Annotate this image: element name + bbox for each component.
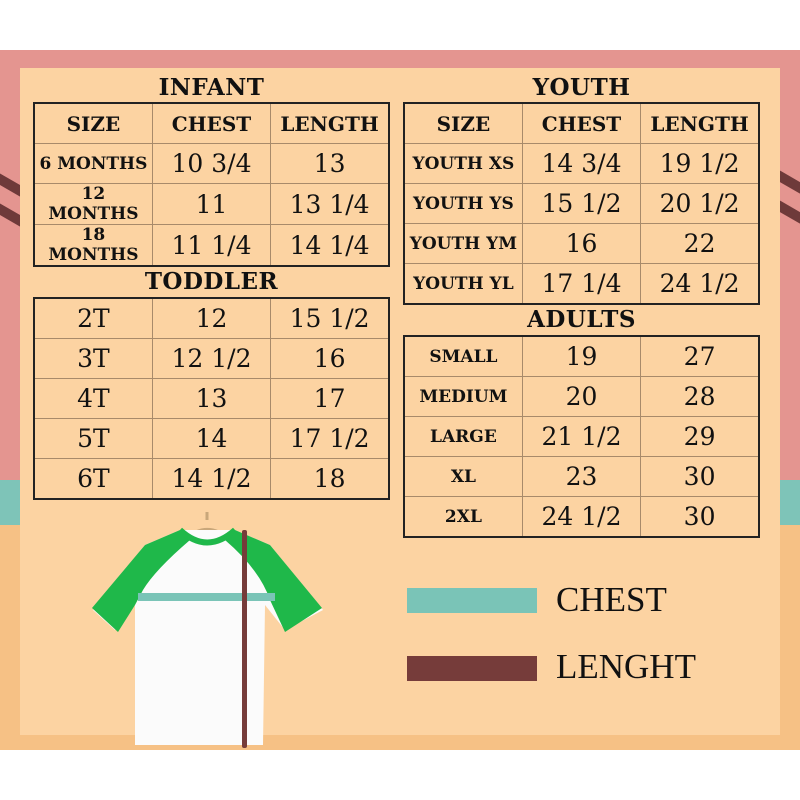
column-header: CHEST: [151, 102, 272, 144]
length-cell: 22: [640, 223, 760, 264]
table-row: 2XL 24 1/2 30: [403, 496, 760, 538]
infant-table: SIZE CHEST LENGTH 6 MONTHS 10 3/4 13 12 MONTHS…: [33, 102, 390, 267]
table-row: MEDIUM 20 28: [403, 376, 760, 417]
youth-table: SIZE CHEST LENGTH YOUTH XS 14 3/4 19 1/2 YOUTH…: [403, 102, 760, 305]
table-row: SMALL 19 27: [403, 335, 760, 377]
length-cell: 16: [270, 338, 390, 379]
size-cell: YOUTH XS: [403, 143, 523, 184]
table-row: YOUTH XS 14 3/4 19 1/2: [403, 143, 760, 184]
chest-cell: 14 3/4: [521, 143, 642, 184]
length-cell: 24 1/2: [640, 263, 760, 305]
length-cell: 30: [640, 456, 760, 497]
toddler-table: 2T 12 15 1/2 3T 12 1/2 16 4T 13 17 5T 14 17 1/2 6T 14…: [33, 297, 390, 500]
table-row: 6T 14 1/2 18: [33, 458, 390, 500]
size-cell: 5T: [33, 418, 153, 459]
size-cell: 2T: [33, 297, 153, 339]
size-cell: 18 MONTHS: [33, 224, 153, 267]
length-cell: 27: [640, 335, 760, 377]
chest-cell: 20: [521, 376, 642, 417]
chest-cell: 21 1/2: [521, 416, 642, 457]
column-header: SIZE: [33, 102, 153, 144]
size-cell: XL: [403, 456, 523, 497]
table-row: 6 MONTHS 10 3/4 13: [33, 143, 390, 184]
size-cell: 6 MONTHS: [33, 143, 153, 184]
table-row: 3T 12 1/2 16: [33, 338, 390, 379]
size-cell: 4T: [33, 378, 153, 419]
length-cell: 13: [270, 143, 390, 184]
chest-legend-swatch: [407, 588, 537, 613]
table-row: 5T 14 17 1/2: [33, 418, 390, 459]
table-row: LARGE 21 1/2 29: [403, 416, 760, 457]
length-cell: 29: [640, 416, 760, 457]
chest-measure-line: [138, 593, 275, 601]
size-cell: SMALL: [403, 335, 523, 377]
length-cell: 20 1/2: [640, 183, 760, 224]
chest-cell: 15 1/2: [521, 183, 642, 224]
toddler-title: TODDLER: [144, 268, 279, 295]
size-cell: 3T: [33, 338, 153, 379]
column-header: LENGTH: [640, 102, 760, 144]
chest-cell: 11 1/4: [151, 224, 272, 267]
chest-cell: 24 1/2: [521, 496, 642, 538]
length-cell: 15 1/2: [270, 297, 390, 339]
table-row: XL 23 30: [403, 456, 760, 497]
table-row: YOUTH YS 15 1/2 20 1/2: [403, 183, 760, 224]
table-row: 2T 12 15 1/2: [33, 297, 390, 339]
chest-cell: 13: [151, 378, 272, 419]
chest-cell: 12: [151, 297, 272, 339]
table-row: 12 MONTHS 11 13 1/4: [33, 183, 390, 225]
chest-cell: 12 1/2: [151, 338, 272, 379]
chest-cell: 16: [521, 223, 642, 264]
adults-table: SMALL 19 27 MEDIUM 20 28 LARGE 21 1/2 29 XL 23 30 2X…: [403, 335, 760, 538]
table-row: 18 MONTHS 11 1/4 14 1/4: [33, 224, 390, 267]
length-cell: 30: [640, 496, 760, 538]
adults-title: ADULTS: [527, 306, 636, 333]
length-legend-label: LENGHT: [556, 647, 696, 686]
length-legend-swatch: [407, 656, 537, 681]
chest-cell: 23: [521, 456, 642, 497]
size-cell: YOUTH YL: [403, 263, 523, 305]
size-cell: MEDIUM: [403, 376, 523, 417]
column-header: CHEST: [521, 102, 642, 144]
length-cell: 19 1/2: [640, 143, 760, 184]
table-row: YOUTH YL 17 1/4 24 1/2: [403, 263, 760, 305]
chest-cell: 19: [521, 335, 642, 377]
header-row: SIZE CHEST LENGTH: [33, 102, 390, 144]
size-cell: 12 MONTHS: [33, 183, 153, 225]
header-row: SIZE CHEST LENGTH: [403, 102, 760, 144]
length-cell: 14 1/4: [270, 224, 390, 267]
size-cell: 6T: [33, 458, 153, 500]
length-cell: 28: [640, 376, 760, 417]
length-measure-line: [242, 530, 247, 748]
size-cell: 2XL: [403, 496, 523, 538]
size-cell: YOUTH YM: [403, 223, 523, 264]
chest-cell: 10 3/4: [151, 143, 272, 184]
chest-cell: 14 1/2: [151, 458, 272, 500]
size-cell: YOUTH YS: [403, 183, 523, 224]
table-row: 4T 13 17: [33, 378, 390, 419]
chest-cell: 14: [151, 418, 272, 459]
infant-title: INFANT: [158, 74, 265, 101]
length-cell: 17 1/2: [270, 418, 390, 459]
column-header: SIZE: [403, 102, 523, 144]
table-row: YOUTH YM 16 22: [403, 223, 760, 264]
size-cell: LARGE: [403, 416, 523, 457]
chest-legend-label: CHEST: [556, 580, 667, 619]
tshirt-illustration: [92, 512, 323, 748]
column-header: LENGTH: [270, 102, 390, 144]
youth-title: YOUTH: [532, 74, 631, 101]
length-cell: 13 1/4: [270, 183, 390, 225]
chest-cell: 11: [151, 183, 272, 225]
length-cell: 17: [270, 378, 390, 419]
length-cell: 18: [270, 458, 390, 500]
chest-cell: 17 1/4: [521, 263, 642, 305]
